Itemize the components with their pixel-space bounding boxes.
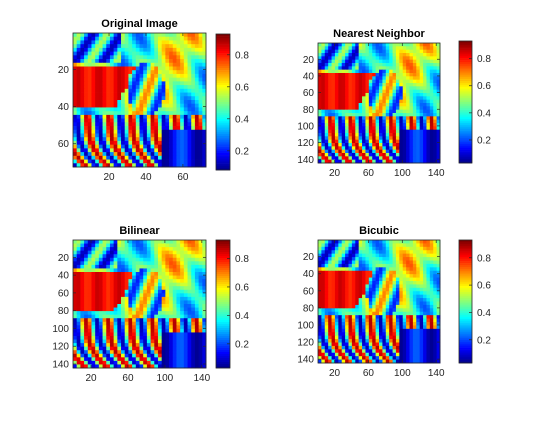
y-tick-label: 60 — [58, 288, 70, 299]
colorbar-tick-label: 0.8 — [235, 50, 249, 61]
colorbar — [216, 34, 230, 170]
colorbar-tick-label: 0.6 — [477, 281, 491, 292]
colorbar-tick-label: 0.8 — [477, 253, 491, 264]
y-tick-label: 120 — [297, 338, 314, 349]
x-tick-label: 60 — [122, 373, 134, 384]
colorbar-tick-label: 0.6 — [477, 81, 491, 92]
x-tick-label: 60 — [177, 172, 189, 183]
y-tick-label: 60 — [303, 286, 315, 297]
y-tick-label: 100 — [297, 320, 314, 331]
subplot-4: Bicubic 20 60 100 140 20 40 60 80 100 120 140 0.2 0.4… — [297, 225, 491, 379]
y-tick-label: 100 — [52, 324, 69, 335]
colorbar-tick-label: 0.4 — [477, 108, 491, 119]
colorbar-tick-label: 0.8 — [235, 254, 249, 265]
x-tick-label: 60 — [363, 368, 375, 379]
subplot-title: Nearest Neighbor — [333, 28, 425, 40]
colorbar-tick-label: 0.4 — [477, 308, 491, 319]
colorbar-tick-label: 0.2 — [477, 335, 491, 346]
x-tick-label: 20 — [329, 168, 341, 179]
y-tick-label: 100 — [297, 121, 314, 132]
colorbar — [459, 240, 472, 363]
subplot-1: Original Image 20 40 60 20 40 60 0.2 0.4 0.6 0.8 — [58, 18, 249, 183]
colorbar-tick-label: 0.6 — [235, 282, 249, 293]
y-tick-label: 40 — [303, 269, 315, 280]
x-tick-label: 140 — [428, 168, 445, 179]
heatmap-image — [73, 240, 206, 368]
x-tick-label: 20 — [103, 172, 115, 183]
y-tick-label: 40 — [303, 71, 315, 82]
colorbar-tick-label: 0.2 — [477, 135, 491, 146]
colorbar-tick-label: 0.8 — [477, 54, 491, 65]
y-tick-label: 120 — [297, 138, 314, 149]
colorbar-tick-label: 0.4 — [235, 311, 249, 322]
x-tick-label: 100 — [157, 373, 174, 384]
y-tick-label: 60 — [58, 139, 70, 150]
colorbar-tick-label: 0.4 — [235, 114, 249, 125]
y-tick-label: 140 — [297, 355, 314, 366]
colorbar — [216, 240, 230, 368]
subplot-title: Bicubic — [359, 225, 399, 237]
x-tick-label: 20 — [329, 368, 341, 379]
heatmap-image — [318, 43, 440, 163]
y-tick-label: 20 — [58, 65, 70, 76]
colorbar — [459, 41, 472, 163]
y-tick-label: 40 — [58, 271, 70, 282]
colorbar-tick-label: 0.2 — [235, 146, 249, 157]
x-tick-label: 60 — [363, 168, 375, 179]
y-tick-label: 40 — [58, 102, 70, 113]
y-tick-label: 140 — [52, 360, 69, 371]
y-tick-label: 20 — [303, 252, 315, 263]
heatmap-image — [73, 33, 206, 167]
y-tick-label: 60 — [303, 88, 315, 99]
x-tick-label: 140 — [194, 373, 211, 384]
x-tick-label: 40 — [140, 172, 152, 183]
subplot-2: Nearest Neighbor 20 60 100 140 20 40 60 80 100 120… — [297, 28, 491, 179]
colorbar-tick-label: 0.2 — [235, 339, 249, 350]
y-tick-label: 140 — [297, 155, 314, 166]
heatmap-image — [318, 240, 440, 363]
x-tick-label: 140 — [428, 368, 445, 379]
y-tick-label: 80 — [58, 306, 70, 317]
y-tick-label: 80 — [303, 303, 315, 314]
y-tick-label: 20 — [58, 253, 70, 264]
subplot-3: Bilinear 20 60 100 140 20 40 60 80 100 120 140 0.2 0.… — [52, 225, 249, 384]
x-tick-label: 100 — [394, 168, 411, 179]
subplot-title: Bilinear — [119, 225, 160, 237]
y-tick-label: 120 — [52, 342, 69, 353]
x-tick-label: 20 — [85, 373, 97, 384]
y-tick-label: 80 — [303, 105, 315, 116]
y-tick-label: 20 — [303, 55, 315, 66]
x-tick-label: 100 — [394, 368, 411, 379]
colorbar-tick-label: 0.6 — [235, 82, 249, 93]
subplot-title: Original Image — [101, 18, 177, 30]
